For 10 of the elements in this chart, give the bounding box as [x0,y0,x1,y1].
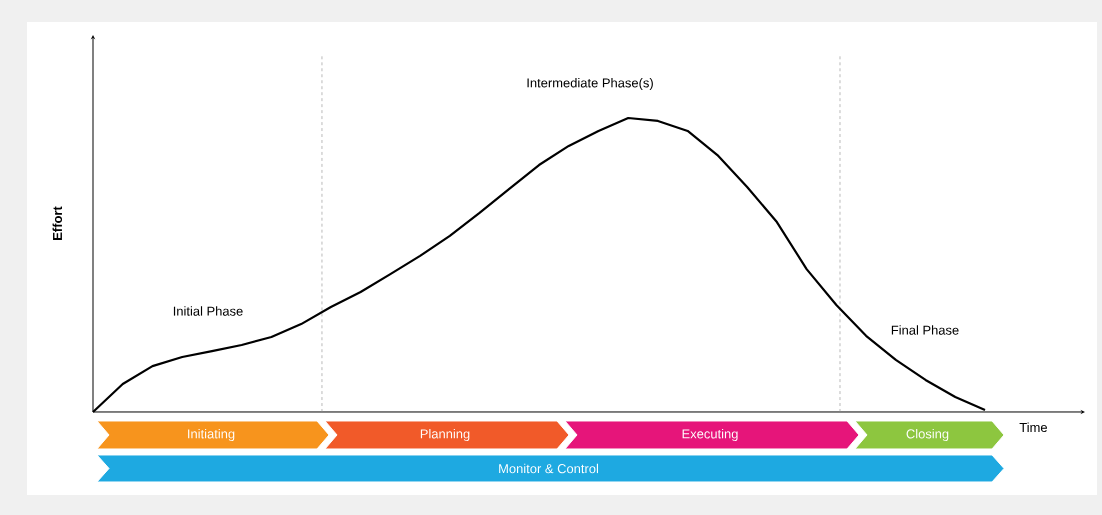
category-label: Closing [906,428,949,442]
x-axis-title: Time [1019,422,1047,433]
text: Intermediate Phase(s) [527,77,653,91]
annotation: Initial Phase [173,306,243,316]
annotation: Final Phase [891,325,959,335]
y-axis-title: Effort [52,206,63,240]
category-label: Monitor & Control [499,463,599,474]
category-label: Initiating [188,428,235,442]
category-label: Planning [420,428,470,442]
category-label: Executing [682,428,738,442]
